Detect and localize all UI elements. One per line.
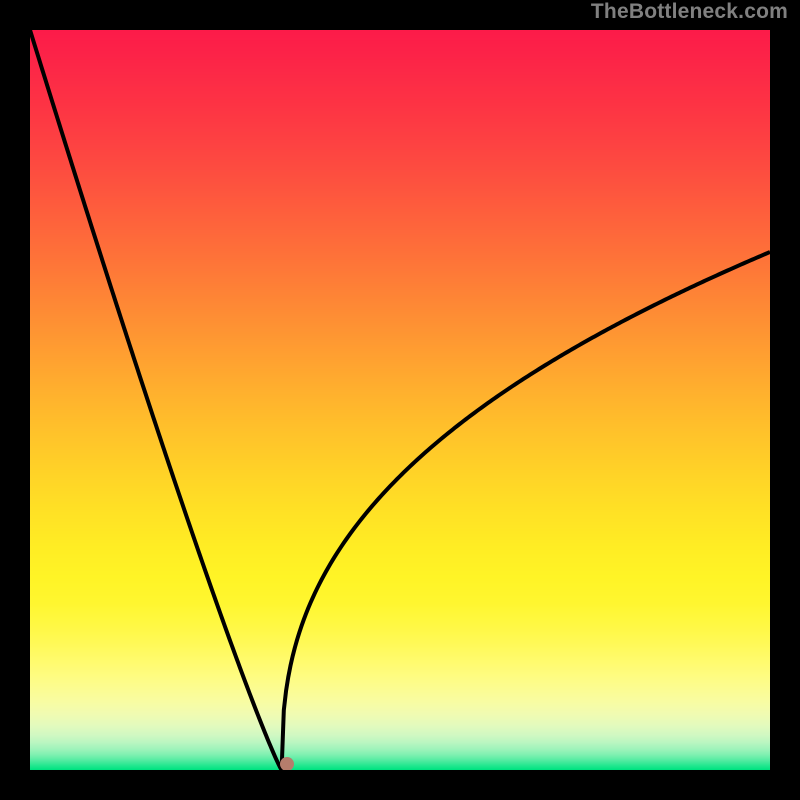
curve-overlay	[30, 30, 770, 770]
watermark-text: TheBottleneck.com	[591, 0, 788, 24]
bottleneck-curve	[30, 30, 770, 770]
chart-container: TheBottleneck.com	[0, 0, 800, 800]
plot-area	[30, 30, 770, 770]
minimum-marker	[280, 757, 294, 770]
